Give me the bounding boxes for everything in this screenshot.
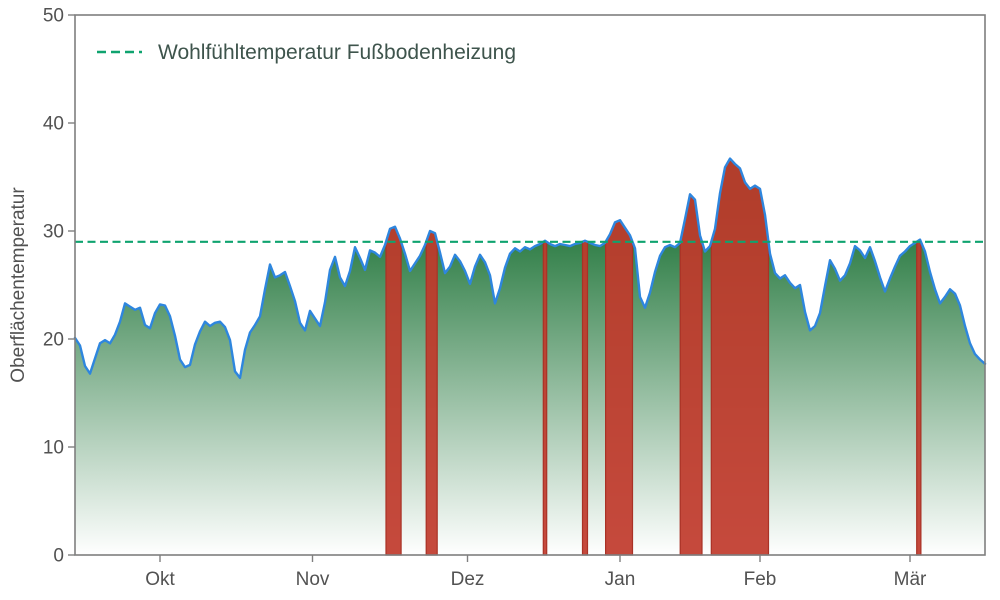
x-tick-label: Okt — [145, 569, 175, 590]
x-tick-label: Nov — [296, 569, 330, 590]
x-tick-label: Feb — [744, 569, 777, 590]
y-tick-label: 40 — [43, 114, 64, 135]
x-tick-label: Dez — [451, 569, 485, 590]
temperature-line — [73, 157, 987, 380]
y-tick-label: 10 — [43, 438, 64, 459]
legend: Wohlfühltemperatur Fußbodenheizung — [97, 41, 516, 64]
exceedance-region — [385, 225, 402, 556]
exceedance-region — [710, 157, 770, 556]
y-tick-label: 20 — [43, 330, 64, 351]
plot-area — [73, 157, 987, 556]
y-tick-label: 0 — [53, 546, 64, 567]
plot-border — [74, 14, 986, 556]
y-tick-label: 30 — [43, 222, 64, 243]
legend-label: Wohlfühltemperatur Fußbodenheizung — [158, 41, 516, 64]
exceedance-region — [605, 219, 634, 556]
exceedance-region — [425, 230, 438, 556]
x-tick-label: Mär — [894, 569, 927, 590]
axes: 0 10 20 30 40 50 Okt Nov Dez Jan Feb Mär — [43, 6, 986, 590]
x-tick-label: Jan — [605, 569, 636, 590]
y-axis-label: Oberflächentemperatur — [8, 187, 29, 383]
exceedance-region — [542, 239, 548, 556]
exceedance-region — [916, 238, 922, 556]
y-tick-label: 50 — [43, 6, 64, 27]
exceedance-region — [679, 193, 703, 556]
exceedance-region — [581, 240, 589, 556]
area-fill — [75, 158, 985, 555]
